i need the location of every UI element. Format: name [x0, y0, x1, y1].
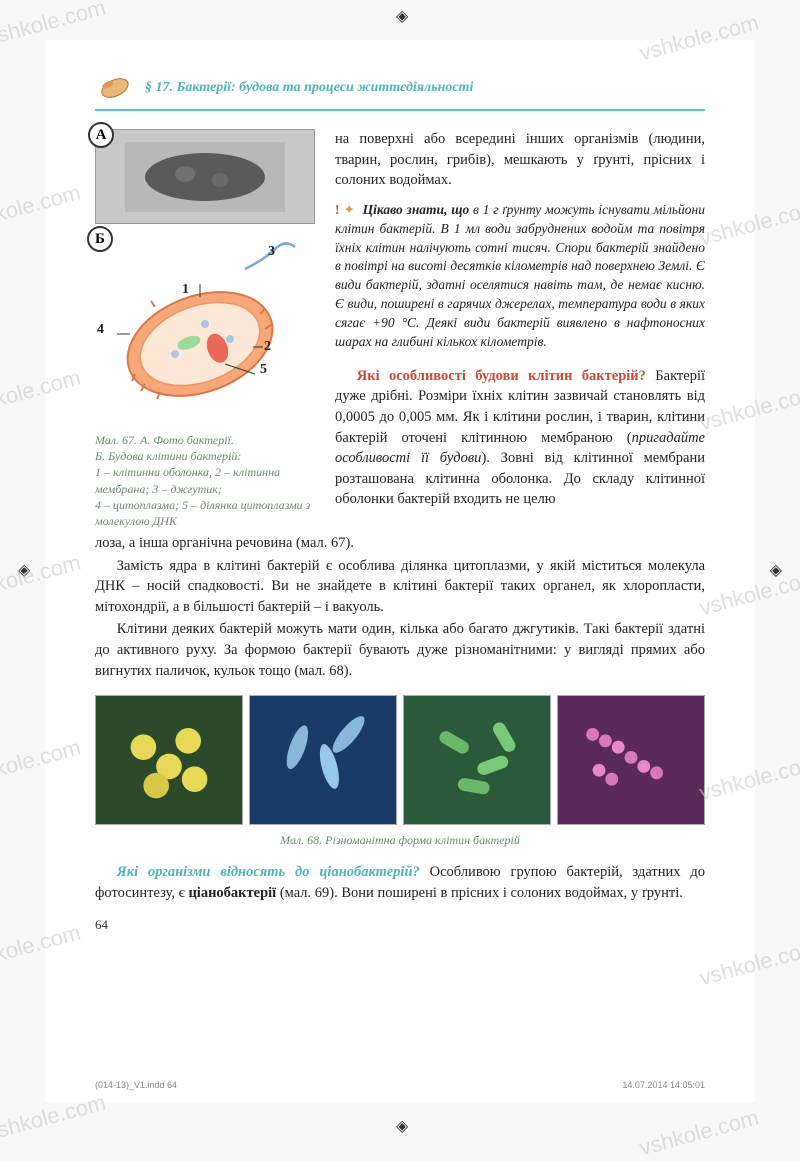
- paragraph-1: на поверхні або всередині інших організм…: [335, 129, 705, 191]
- diagram-label-5: 5: [260, 362, 267, 378]
- figure-68-row: [95, 695, 705, 825]
- question-heading-2: Які організми відносять до ціанобактерій…: [117, 864, 420, 880]
- figure-label-a: А: [88, 122, 114, 148]
- bacteria-photo-2: [249, 695, 397, 825]
- p5-part-c: (мал. 69). Вони поширені в прісних і сол…: [276, 885, 683, 901]
- paragraph-3: Замість ядра в клітині бактерій є особли…: [95, 556, 705, 618]
- diagram-label-1: 1: [182, 282, 189, 298]
- diagram-label-4: 4: [97, 322, 104, 338]
- paragraph-2-tail: лоза, а інша органічна речовина (мал. 67…: [95, 533, 705, 554]
- figure-67-caption: Мал. 67. А. Фото бактерії. Б. Будова клі…: [95, 432, 315, 529]
- registration-mark-bottom: ◈: [396, 1116, 408, 1136]
- diagram-label-3: 3: [268, 244, 275, 260]
- diagram-label-2: 2: [264, 339, 271, 355]
- two-column-content: А Б 1 2 3 4 5: [95, 129, 705, 529]
- footer-filename: (014-13)_V1.indd 64: [95, 1080, 177, 1090]
- question-heading-1: Які особливості будови клітин бактерій?: [357, 368, 646, 384]
- registration-mark-left: ◈: [18, 560, 30, 580]
- right-column: на поверхні або всередині інших організм…: [335, 129, 705, 529]
- p5-bold: ціанобактерії: [188, 885, 276, 901]
- registration-mark-top: ◈: [396, 6, 408, 26]
- page-number: 64: [95, 917, 705, 933]
- bacteria-photo-1: [95, 695, 243, 825]
- figure-67a: А: [95, 129, 315, 224]
- section-header: § 17. Бактерії: будова та процеси життєд…: [95, 70, 705, 111]
- figure-67b: Б 1 2 3 4 5: [95, 234, 315, 424]
- bacteria-photo-4: [557, 695, 705, 825]
- textbook-page: § 17. Бактерії: будова та процеси життєд…: [45, 40, 755, 1102]
- paragraph-4: Клітини деяких бактерій можуть мати один…: [95, 619, 705, 681]
- callout-lead: Цікаво знати, що: [363, 202, 470, 217]
- figure-label-b: Б: [87, 226, 113, 252]
- bacteria-photo-3: [403, 695, 551, 825]
- callout-body: в 1 г ґрунту можуть існувати мільйони кл…: [335, 202, 705, 349]
- watermark: vshkole.com: [636, 1105, 761, 1161]
- exclamation-icon: !: [335, 202, 340, 217]
- left-column: А Б 1 2 3 4 5: [95, 129, 315, 529]
- bacteria-header-icon: [95, 70, 135, 105]
- paragraph-2: Які особливості будови клітин бактерій? …: [335, 366, 705, 510]
- registration-mark-right: ◈: [770, 560, 782, 580]
- figure-68-caption: Мал. 68. Різноманітна форма клітин бакте…: [95, 833, 705, 848]
- footer-timestamp: 14.07.2014 14:05:01: [622, 1080, 705, 1090]
- paragraph-5: Які організми відносять до ціанобактерій…: [95, 862, 705, 903]
- section-title: § 17. Бактерії: будова та процеси життєд…: [145, 80, 473, 96]
- callout-interesting: ! ✦ Цікаво знати, що в 1 г ґрунту можуть …: [335, 201, 705, 352]
- diamond-icon: ✦: [344, 202, 355, 217]
- print-footer: (014-13)_V1.indd 64 14.07.2014 14:05:01: [95, 1080, 705, 1090]
